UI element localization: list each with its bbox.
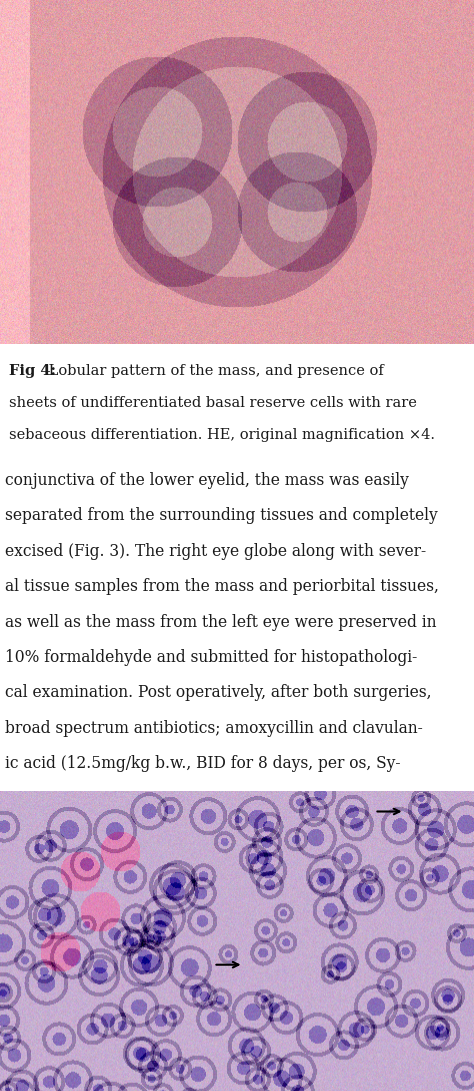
Text: cal examination. Post operatively, after both surgeries,: cal examination. Post operatively, after… xyxy=(5,684,431,702)
Text: Fig 4:: Fig 4: xyxy=(9,364,56,379)
Text: excised (Fig. 3). The right eye globe along with sever-: excised (Fig. 3). The right eye globe al… xyxy=(5,542,426,560)
Text: separated from the surrounding tissues and completely: separated from the surrounding tissues a… xyxy=(5,507,438,524)
Text: sheets of undifferentiated basal reserve cells with rare: sheets of undifferentiated basal reserve… xyxy=(9,396,417,410)
Text: Lobular pattern of the mass, and presence of: Lobular pattern of the mass, and presenc… xyxy=(44,364,383,379)
Text: ic acid (12.5mg/kg b.w., BID for 8 days, per os, Sy-: ic acid (12.5mg/kg b.w., BID for 8 days,… xyxy=(5,755,400,772)
Text: 10% formaldehyde and submitted for histopathologi-: 10% formaldehyde and submitted for histo… xyxy=(5,649,417,666)
Text: sebaceous differentiation. HE, original magnification ×4.: sebaceous differentiation. HE, original … xyxy=(9,429,436,443)
Text: al tissue samples from the mass and periorbital tissues,: al tissue samples from the mass and peri… xyxy=(5,578,438,595)
Text: as well as the mass from the left eye were preserved in: as well as the mass from the left eye we… xyxy=(5,613,436,631)
Text: broad spectrum antibiotics; amoxycillin and clavulan-: broad spectrum antibiotics; amoxycillin … xyxy=(5,720,422,738)
Text: conjunctiva of the lower eyelid, the mass was easily: conjunctiva of the lower eyelid, the mas… xyxy=(5,471,409,489)
